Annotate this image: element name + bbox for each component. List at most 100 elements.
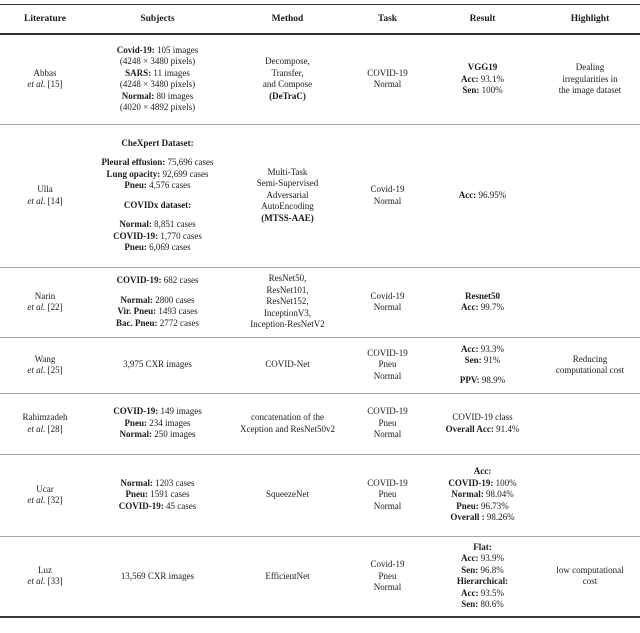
text-line: et al. [15]: [2, 79, 88, 91]
text-line: Resnet50: [427, 291, 538, 303]
cell-subjects: Covid-19: 105 images (4248 × 3480 pixels)…: [90, 34, 225, 125]
text-segment: [32]: [45, 495, 63, 505]
text-segment: 149 images: [158, 406, 202, 417]
cell-highlight: [540, 454, 640, 537]
text-segment: ResNet50,: [268, 273, 307, 284]
column-header-highlight: Highlight: [540, 4, 640, 35]
text-segment: Pleural effusion:: [101, 157, 166, 167]
text-segment: COVID-19: [367, 406, 408, 417]
text-segment: Acc:: [461, 587, 479, 598]
text-line: Wang: [2, 354, 88, 366]
text-segment: cost: [582, 576, 598, 587]
text-segment: the image dataset: [558, 85, 622, 95]
text-line: Pneu: 6,069 cases: [92, 242, 223, 254]
text-segment: Normal: [373, 79, 402, 90]
cell-result: Resnet50 Acc: 99.7%: [425, 267, 540, 338]
text-line: Sen: 100%: [427, 85, 538, 97]
text-segment: (DeTraC): [269, 90, 306, 101]
text-line: low computational: [542, 565, 638, 577]
text-segment: 682 cases: [161, 275, 199, 285]
text-segment: 91%: [481, 355, 501, 366]
text-line: Ulla: [2, 184, 88, 196]
text-segment: ResNet101,: [266, 284, 309, 295]
text-segment: Normal: [373, 500, 402, 511]
text-segment: COVID-Net: [265, 359, 310, 370]
cell-highlight: [540, 124, 640, 268]
line-spacer: [92, 211, 223, 219]
text-segment: Vir. Pneu:: [117, 306, 157, 316]
text-line: (4248 × 3480 pixels): [92, 56, 223, 68]
text-line: PPV: 98.9%: [427, 375, 538, 387]
literature-review-table: Literature Subjects Method Task Result H…: [0, 4, 640, 618]
text-segment: Normal: [373, 302, 402, 312]
text-segment: 2772 cases: [157, 317, 199, 328]
text-line: Hierarchical:: [427, 576, 538, 588]
text-segment: 80 images: [154, 90, 194, 101]
text-line: Semi-Supervised: [227, 178, 348, 190]
text-segment: VGG19: [467, 62, 498, 72]
text-line: COVID-19: 682 cases: [92, 275, 223, 287]
text-line: COVID-19: [352, 68, 423, 80]
text-line: Normal: 1203 cases: [92, 478, 223, 490]
cell-highlight: low computational cost: [540, 536, 640, 617]
text-segment: AutoEncoding: [261, 201, 314, 212]
cell-task: COVID-19 Pneu Normal: [350, 454, 425, 537]
text-line: COVID-19: [352, 348, 423, 360]
text-segment: Pneu:: [124, 180, 147, 190]
text-segment: COVID-19:: [118, 500, 164, 511]
text-line: COVID-19 class: [427, 412, 538, 424]
text-line: Pneu: [352, 571, 423, 583]
column-header-method: Method: [225, 4, 350, 35]
text-segment: Multi-Task: [267, 166, 308, 177]
text-line: COVID-19: 149 images: [92, 406, 223, 418]
text-segment: and Compose: [262, 79, 313, 90]
text-segment: Acc:: [461, 343, 479, 354]
cell-method: Multi-Task Semi-Supervised Adversarial Auto…: [225, 124, 350, 268]
text-line: COVID-19: 100%: [427, 478, 538, 490]
text-segment: Covid-19: [370, 290, 405, 301]
text-segment: Normal:: [451, 489, 484, 500]
text-line: Acc:: [427, 466, 538, 478]
cell-subjects: CheXpert Dataset: Pleural effusion: 75,69…: [90, 124, 225, 268]
line-spacer: [92, 287, 223, 295]
text-line: Normal: 2800 cases: [92, 295, 223, 307]
text-segment: Normal: [373, 582, 402, 592]
text-segment: et al.: [27, 576, 46, 587]
text-segment: COVID-19:: [116, 275, 162, 285]
text-segment: et al.: [27, 195, 46, 206]
text-line: SqueezeNet: [227, 489, 348, 501]
text-segment: CheXpert Dataset:: [121, 137, 194, 148]
cell-literature: Rahimzadeh et al. [28]: [0, 393, 90, 455]
text-segment: Normal: [373, 195, 402, 206]
text-line: 3,975 CXR images: [92, 359, 223, 371]
text-line: CheXpert Dataset:: [92, 138, 223, 150]
line-spacer: [92, 192, 223, 200]
text-line: irregularities in: [542, 74, 638, 86]
text-segment: (4248 × 3480 pixels): [119, 56, 196, 67]
text-line: Ucar: [2, 484, 88, 496]
text-line: et al. [33]: [2, 576, 88, 588]
text-segment: 250 images: [152, 429, 196, 440]
cell-method: EfficientNet: [225, 536, 350, 617]
text-segment: Normal: [373, 429, 402, 440]
text-line: Overall : 98.26%: [427, 512, 538, 524]
text-segment: 98.26%: [484, 512, 515, 523]
text-segment: 1203 cases: [153, 477, 195, 488]
text-line: Bac. Pneu: 2772 cases: [92, 318, 223, 330]
text-segment: Pneu:: [124, 242, 147, 252]
text-line: ResNet152,: [227, 296, 348, 308]
text-segment: COVID-19: [367, 477, 408, 488]
text-segment: 2800 cases: [153, 294, 195, 305]
text-line: Flat:: [427, 542, 538, 554]
text-segment: Acc:: [461, 553, 479, 564]
text-segment: COVID-19: [367, 67, 408, 78]
text-line: Acc: 96.95%: [427, 190, 538, 202]
cell-task: Covid-19 Normal: [350, 124, 425, 268]
text-segment: [33]: [45, 576, 63, 587]
text-segment: 93.3%: [478, 343, 504, 354]
text-segment: Normal:: [119, 429, 153, 440]
text-segment: Covid-19: [370, 184, 405, 194]
text-segment: Pneu: [378, 570, 397, 581]
text-line: Pneu: [352, 359, 423, 371]
text-segment: Overall :: [450, 512, 485, 523]
